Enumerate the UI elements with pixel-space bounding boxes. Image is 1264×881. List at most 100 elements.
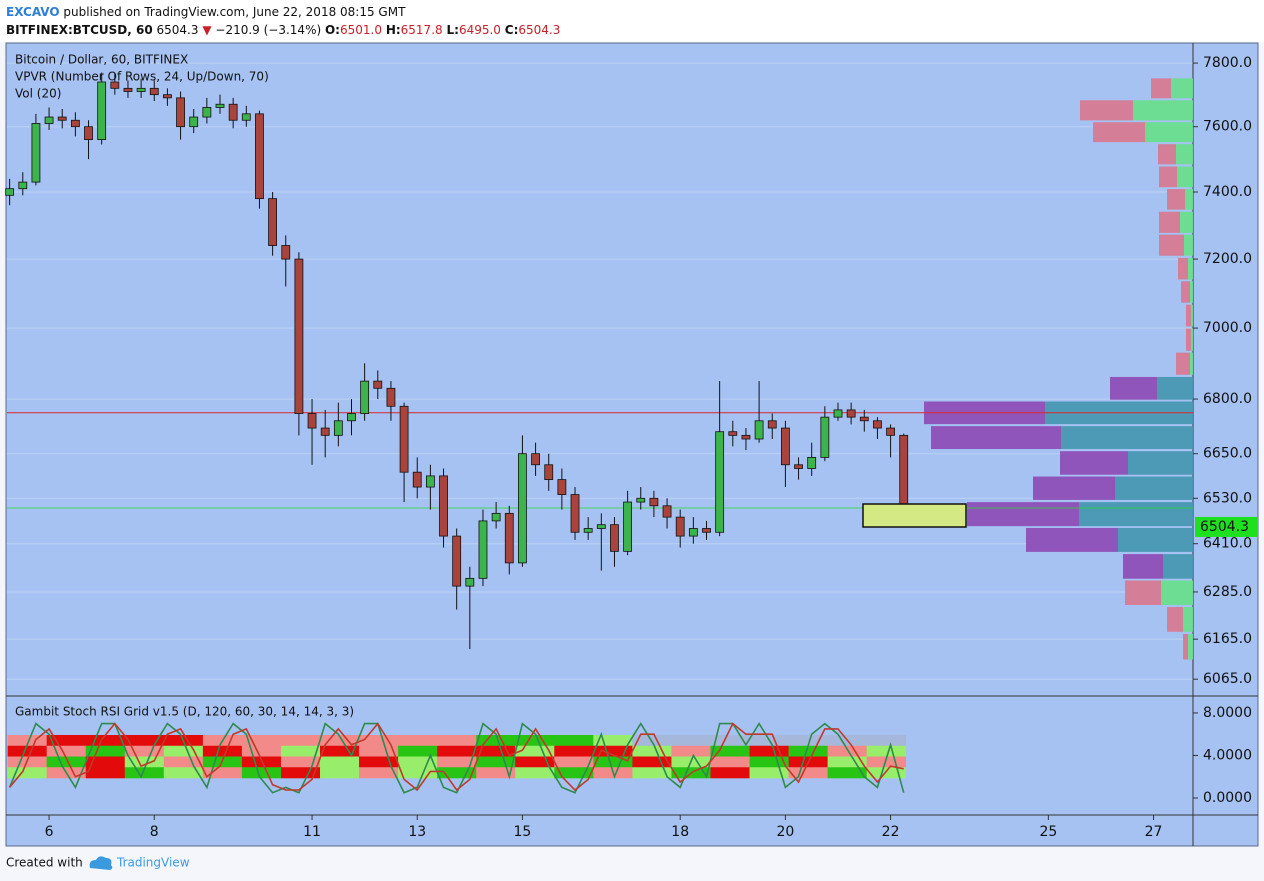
candle-body: [728, 431, 738, 436]
grid-cell: [827, 745, 867, 757]
candle-body: [544, 464, 554, 481]
candle-body: [596, 524, 606, 529]
y-tick-label: 6530.0: [1203, 490, 1252, 506]
y-tick-label: 6410.0: [1203, 536, 1252, 552]
plot-layer: 6065.0 6165.0 6285.0 6410.0 6530.0 6650.0 6800…: [5, 55, 1257, 840]
grid-cell: [320, 745, 360, 757]
candle-body: [623, 501, 633, 552]
grid-cell: [320, 735, 360, 747]
vpvr-up: [1171, 78, 1193, 99]
candle-body: [610, 524, 619, 552]
grid-cell: [671, 735, 711, 747]
candle-body: [859, 416, 869, 422]
vpvr-up: [1180, 211, 1193, 233]
grid-cell: [359, 745, 399, 757]
symbol: BITFINEX:BTCUSD, 60: [6, 23, 153, 37]
candle-body: [44, 116, 54, 124]
x-tick-label: 18: [671, 824, 689, 840]
candle-body: [189, 116, 199, 128]
vpvr-down: [1183, 634, 1188, 660]
grid-cell: [437, 745, 477, 757]
grid-cell: [866, 735, 907, 747]
author[interactable]: EXCAVO: [6, 5, 60, 19]
candle-body: [886, 427, 895, 436]
candle-body: [583, 528, 593, 533]
grid-cell: [554, 735, 594, 747]
vpvr-up: [1177, 166, 1193, 188]
candle-body: [754, 420, 764, 440]
logo: [89, 856, 113, 870]
candle-body: [675, 516, 685, 537]
candle-body: [899, 434, 909, 509]
candle-body: [425, 475, 435, 488]
grid-cell: [85, 756, 126, 768]
candle-body: [360, 380, 370, 414]
grid-cell: [788, 735, 828, 747]
y-tick-label: 7200.0: [1203, 251, 1252, 267]
grid-cell: [46, 756, 87, 768]
grid-cell: [476, 745, 516, 757]
y-tick-label: 6285.0: [1203, 584, 1252, 600]
candle-body: [873, 420, 882, 429]
grid-cell: [749, 767, 789, 779]
grid-cell: [476, 756, 516, 768]
grid-cell: [710, 745, 750, 757]
y-tick-label: 7800.0: [1203, 55, 1252, 71]
grid-cell: [241, 745, 282, 757]
y-tick-label: 6650.0: [1203, 446, 1252, 462]
vpvr-up: [1190, 352, 1193, 375]
grid-cell: [398, 735, 438, 747]
candle-body: [268, 198, 278, 246]
vpvr-up: [1128, 451, 1193, 475]
candle-body: [715, 431, 725, 533]
vpvr-down: [1178, 257, 1188, 280]
grid-cell: [515, 735, 555, 747]
candle-body: [504, 512, 514, 564]
grid-cell: [593, 756, 633, 768]
y-tick-label: 6165.0: [1203, 631, 1252, 647]
stoch-title: Gambit Stoch RSI Grid v1.5 (D, 120, 60, …: [15, 705, 354, 719]
open-label: O:: [325, 23, 340, 37]
candle-body: [412, 471, 422, 488]
candle-body: [820, 416, 830, 458]
grid-cell: [85, 735, 126, 747]
footer-brand[interactable]: TradingView: [116, 856, 190, 870]
header-line2: BITFINEX:BTCUSD, 60 6504.3 ▼ −210.9 (−3.…: [6, 23, 560, 37]
vpvr-up: [1184, 234, 1193, 256]
grid-cell: [241, 767, 282, 779]
open: 6501.0: [340, 23, 382, 37]
indicator-label: Vol (20): [15, 87, 61, 101]
vpvr-down: [1158, 144, 1176, 165]
vpvr-down: [1125, 580, 1161, 606]
grid-cell: [46, 745, 87, 757]
vpvr-up: [1118, 527, 1193, 552]
stoch-line: [8, 722, 904, 792]
grid-cell: [476, 735, 516, 747]
vpvr-down: [1123, 554, 1163, 579]
y-tick-label: 0.0000: [1203, 790, 1252, 806]
grid-cell: [827, 756, 867, 768]
grid-cell: [515, 756, 555, 768]
vpvr-up: [1115, 476, 1193, 500]
x-tick-label: 20: [776, 824, 794, 840]
vpvr-up: [1145, 122, 1193, 143]
candle-body: [636, 497, 646, 503]
candle-body: [702, 528, 711, 533]
grid-cell: [163, 745, 204, 757]
candle-body: [347, 413, 356, 422]
grid-cell: [46, 735, 87, 747]
candle-body: [176, 97, 185, 128]
vpvr-down: [931, 426, 1061, 450]
grid-cell: [280, 767, 321, 779]
candle-body: [452, 535, 462, 587]
header-line1: EXCAVO published on TradingView.com, Jun…: [6, 5, 406, 19]
indicator-label: VPVR (Number Of Rows, 24, Up/Down, 70): [15, 70, 269, 84]
candle-body: [570, 494, 580, 533]
vpvr-up: [1190, 281, 1193, 303]
vpvr-down: [1159, 234, 1184, 256]
highlight-box[interactable]: [862, 503, 967, 528]
candle-body: [307, 413, 317, 429]
grid-cell: [359, 735, 399, 747]
candle-body: [57, 116, 67, 121]
